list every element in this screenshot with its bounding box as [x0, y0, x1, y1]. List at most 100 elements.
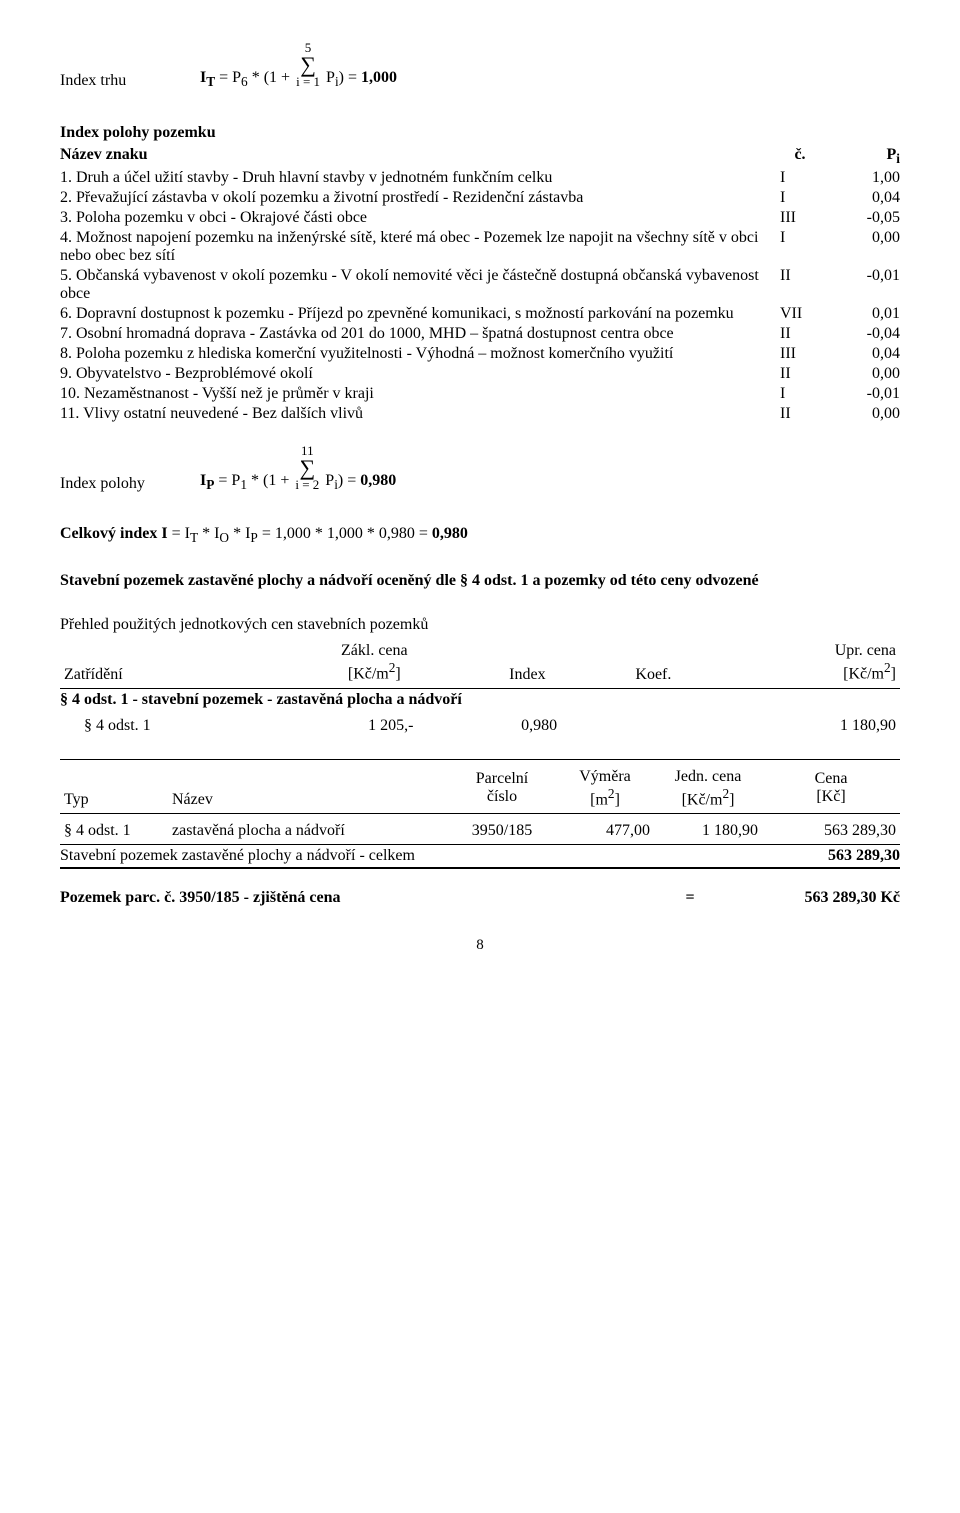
h4b-post: ]	[615, 791, 620, 808]
h2b-post: ]	[395, 666, 400, 683]
znak-code: III	[780, 345, 830, 363]
znak-val: 0,00	[830, 405, 900, 423]
after: Pi) = 1,000	[326, 69, 397, 90]
divider-thick	[60, 867, 900, 869]
hdr-pi: Pi	[830, 146, 900, 167]
pre: Celkový index I	[60, 525, 168, 542]
c5: 1 180,90	[654, 820, 762, 842]
znak-code: I	[780, 189, 830, 207]
parcel-table-body: § 4 odst. 1 zastavěná plocha a nádvoří 3…	[60, 820, 900, 842]
znak-text: 5. Občanská vybavenost v okolí pozemku -…	[60, 267, 780, 303]
mid: = I	[168, 525, 190, 542]
h2b-pre: [Kč/m	[348, 666, 389, 683]
list-item: 7. Osobní hromadná doprava - Zastávka od…	[60, 325, 900, 343]
h4a: Výměra	[560, 768, 650, 786]
table-row: § 4 odst. 1 zastavěná plocha a nádvoří 3…	[60, 820, 900, 842]
h5b-pre: [Kč/m	[682, 791, 723, 808]
list-item: 1. Druh a účel užití stavby - Druh hlavn…	[60, 169, 900, 187]
znak-code: I	[780, 385, 830, 403]
h5a: Jedn. cena	[658, 768, 758, 786]
list-item: 8. Poloha pozemku z hlediska komerční vy…	[60, 345, 900, 363]
znak-val: -0,05	[830, 209, 900, 227]
hdr-c: č.	[770, 146, 830, 167]
h5b-post: ]	[891, 666, 896, 683]
list-item: 3. Poloha pozemku v obci - Okrajové část…	[60, 209, 900, 227]
c1: § 4 odst. 1	[60, 820, 168, 842]
znak-val: 1,00	[830, 169, 900, 187]
sigma-bot: i = 2	[295, 477, 319, 493]
star1: * I	[198, 525, 219, 542]
sigma-block: 5 ∑ i = 1	[296, 40, 320, 90]
h2: Název	[168, 766, 448, 811]
sigma-bot: i = 1	[296, 74, 320, 90]
znak-code: II	[780, 405, 830, 423]
znak-code: I	[780, 229, 830, 265]
after: Pi) = 0,980	[325, 472, 396, 493]
znak-val: 0,04	[830, 345, 900, 363]
parcel-table: Typ Název Parcelní číslo Výměra [m2] Jed…	[60, 766, 900, 811]
table1-group: § 4 odst. 1 - stavební pozemek - zastavě…	[60, 691, 900, 709]
h5b-post: ]	[729, 791, 734, 808]
section1-header-row: Název znaku č. Pi	[60, 146, 900, 167]
hdr-pi-sub: i	[896, 151, 900, 166]
h5: Jedn. cena [Kč/m2]	[654, 766, 762, 811]
znak-text: 3. Poloha pozemku v obci - Okrajové část…	[60, 209, 780, 227]
list-item: 5. Občanská vybavenost v okolí pozemku -…	[60, 267, 900, 303]
znak-val: -0,01	[830, 385, 900, 403]
h4: Výměra [m2]	[556, 766, 654, 811]
open: * (1 +	[247, 472, 289, 489]
unit-price-table-body: § 4 odst. 1 1 205,- 0,980 1 180,90	[60, 715, 900, 737]
h3: Index	[461, 640, 594, 685]
list-item: 2. Převažující zástavba v okolí pozemku …	[60, 189, 900, 207]
hdr-name: Název znaku	[60, 146, 770, 167]
h2: Zákl. cena [Kč/m2]	[288, 640, 461, 685]
znak-text: 9. Obyvatelstvo - Bezproblémové okolí	[60, 365, 780, 383]
znak-val: 0,00	[830, 365, 900, 383]
sigma-icon: ∑	[295, 459, 319, 477]
h6b: [Kč]	[766, 788, 896, 806]
total-val: 563 289,30	[740, 847, 900, 865]
divider	[60, 759, 900, 760]
label: Index trhu	[60, 72, 200, 90]
h3: Parcelní číslo	[448, 766, 556, 811]
c4	[603, 715, 719, 737]
table-header-row: Typ Název Parcelní číslo Výměra [m2] Jed…	[60, 766, 900, 811]
h5b-pre: [Kč/m	[843, 666, 884, 683]
page-number: 8	[60, 937, 900, 954]
section2-heading: Stavební pozemek zastavěné plochy a nádv…	[60, 572, 900, 590]
h4b-pre: [m	[590, 791, 608, 808]
p6-sub: 6	[241, 74, 248, 89]
p1-sub: 1	[240, 477, 247, 492]
h3b: číslo	[452, 788, 552, 806]
total-label: Stavební pozemek zastavěné plochy a nádv…	[60, 847, 740, 865]
open: * (1 +	[248, 69, 290, 86]
o-sub: O	[219, 530, 229, 545]
c3: 3950/185	[448, 820, 556, 842]
list-item: 4. Možnost napojení pozemku na inženýrsk…	[60, 229, 900, 265]
list-item: 9. Obyvatelstvo - Bezproblémové okolíII0…	[60, 365, 900, 383]
c6: 563 289,30	[762, 820, 900, 842]
close: ) =	[338, 472, 360, 489]
c3: 0,980	[475, 715, 604, 737]
h6a: Cena	[766, 770, 896, 788]
h4b: [m2]	[560, 786, 650, 809]
parcel-total-row: Stavební pozemek zastavěné plochy a nádv…	[60, 847, 900, 865]
result: 0,980	[432, 525, 468, 542]
list-item: 11. Vlivy ostatní neuvedené - Bez dalšíc…	[60, 405, 900, 423]
znak-val: -0,04	[830, 325, 900, 343]
znak-code: II	[780, 365, 830, 383]
znak-val: 0,01	[830, 305, 900, 323]
c4: 477,00	[556, 820, 654, 842]
znak-text: 8. Poloha pozemku z hlediska komerční vy…	[60, 345, 780, 363]
znak-text: 6. Dopravní dostupnost k pozemku - Příje…	[60, 305, 780, 323]
c2: zastavěná plocha a nádvoří	[168, 820, 448, 842]
close: ) =	[339, 69, 361, 86]
h5a: Upr. cena	[717, 642, 896, 660]
znak-text: 2. Převažující zástavba v okolí pozemku …	[60, 189, 780, 207]
table-row: § 4 odst. 1 1 205,- 0,980 1 180,90	[60, 715, 900, 737]
h2b: [Kč/m2]	[292, 660, 457, 683]
znak-code: II	[780, 325, 830, 343]
h6: Cena [Kč]	[762, 766, 900, 811]
h4: Koef.	[594, 640, 713, 685]
list-item: 10. Nezaměstnanost - Vyšší než je průměr…	[60, 385, 900, 403]
